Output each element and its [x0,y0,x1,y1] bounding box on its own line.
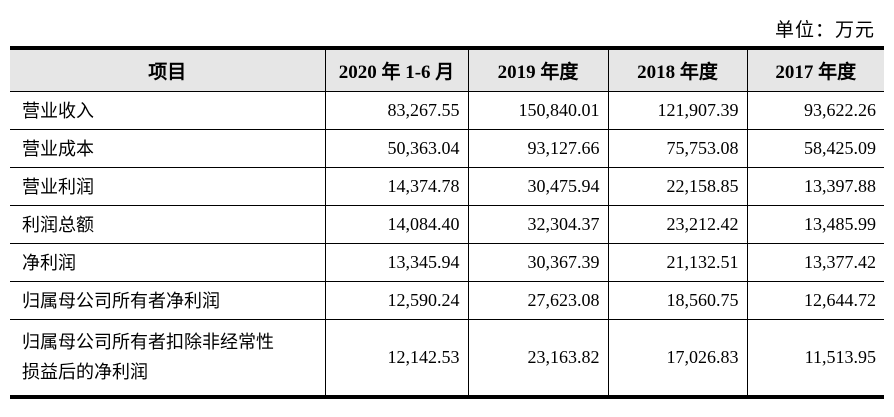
value-cell: 30,475.94 [467,167,608,206]
column-header-2018: 2018 年度 [607,50,747,92]
column-header-item: 项目 [10,50,325,92]
table-top-rule [10,46,884,50]
table-row-operating-cost: 营业成本 50,363.04 93,127.66 75,753.08 58,42… [10,129,884,168]
value-cell: 12,644.72 [746,281,884,320]
row-label-text: 归属母公司所有者扣除非经常性损益后的净利润 [22,331,274,383]
value-cell: 32,304.37 [467,205,608,244]
value-cell: 14,374.78 [324,167,468,206]
value-cell: 12,590.24 [324,281,468,320]
financial-table: 项目 2020 年 1-6 月 2019 年度 2018 年度 2017 年度 … [10,46,884,399]
value-cell: 83,267.55 [324,91,468,130]
row-label: 归属母公司所有者净利润 [10,281,325,320]
value-cell: 14,084.40 [324,205,468,244]
value-cell: 27,623.08 [467,281,608,320]
value-cell: 12,142.53 [324,319,468,395]
row-label: 归属母公司所有者扣除非经常性损益后的净利润 [10,319,325,395]
value-cell: 21,132.51 [607,243,747,282]
value-cell: 58,425.09 [746,129,884,168]
table-row-net-profit-excl-nonrecurring: 归属母公司所有者扣除非经常性损益后的净利润 12,142.53 23,163.8… [10,319,884,395]
column-header-2017: 2017 年度 [746,50,884,92]
value-cell: 121,907.39 [607,91,747,130]
value-cell: 75,753.08 [607,129,747,168]
value-cell: 23,163.82 [467,319,608,395]
row-label: 营业利润 [10,167,325,206]
value-cell: 11,513.95 [746,319,884,395]
column-header-2019: 2019 年度 [467,50,608,92]
value-cell: 13,485.99 [746,205,884,244]
table-row-net-profit-attributable: 归属母公司所有者净利润 12,590.24 27,623.08 18,560.7… [10,281,884,320]
row-label: 利润总额 [10,205,325,244]
value-cell: 150,840.01 [467,91,608,130]
value-cell: 93,127.66 [467,129,608,168]
value-cell: 17,026.83 [607,319,747,395]
table-row-operating-profit: 营业利润 14,374.78 30,475.94 22,158.85 13,39… [10,167,884,206]
value-cell: 18,560.75 [607,281,747,320]
column-header-2020h1: 2020 年 1-6 月 [324,50,468,92]
value-cell: 23,212.42 [607,205,747,244]
value-cell: 50,363.04 [324,129,468,168]
value-cell: 30,367.39 [467,243,608,282]
value-cell: 13,397.88 [746,167,884,206]
row-label: 营业成本 [10,129,325,168]
table-row-net-profit: 净利润 13,345.94 30,367.39 21,132.51 13,377… [10,243,884,282]
row-label: 净利润 [10,243,325,282]
value-cell: 13,345.94 [324,243,468,282]
value-cell: 93,622.26 [746,91,884,130]
row-label: 营业收入 [10,91,325,130]
profit-summary-table: 项目 2020 年 1-6 月 2019 年度 2018 年度 2017 年度 … [10,50,884,395]
table-row-total-profit: 利润总额 14,084.40 32,304.37 23,212.42 13,48… [10,205,884,244]
unit-label: 单位：万元 [774,20,875,41]
table-bottom-rule [10,394,884,399]
value-cell: 13,377.42 [746,243,884,282]
header-row: 项目 2020 年 1-6 月 2019 年度 2018 年度 2017 年度 [10,50,884,92]
value-cell: 22,158.85 [607,167,747,206]
table-row-operating-revenue: 营业收入 83,267.55 150,840.01 121,907.39 93,… [10,91,884,130]
